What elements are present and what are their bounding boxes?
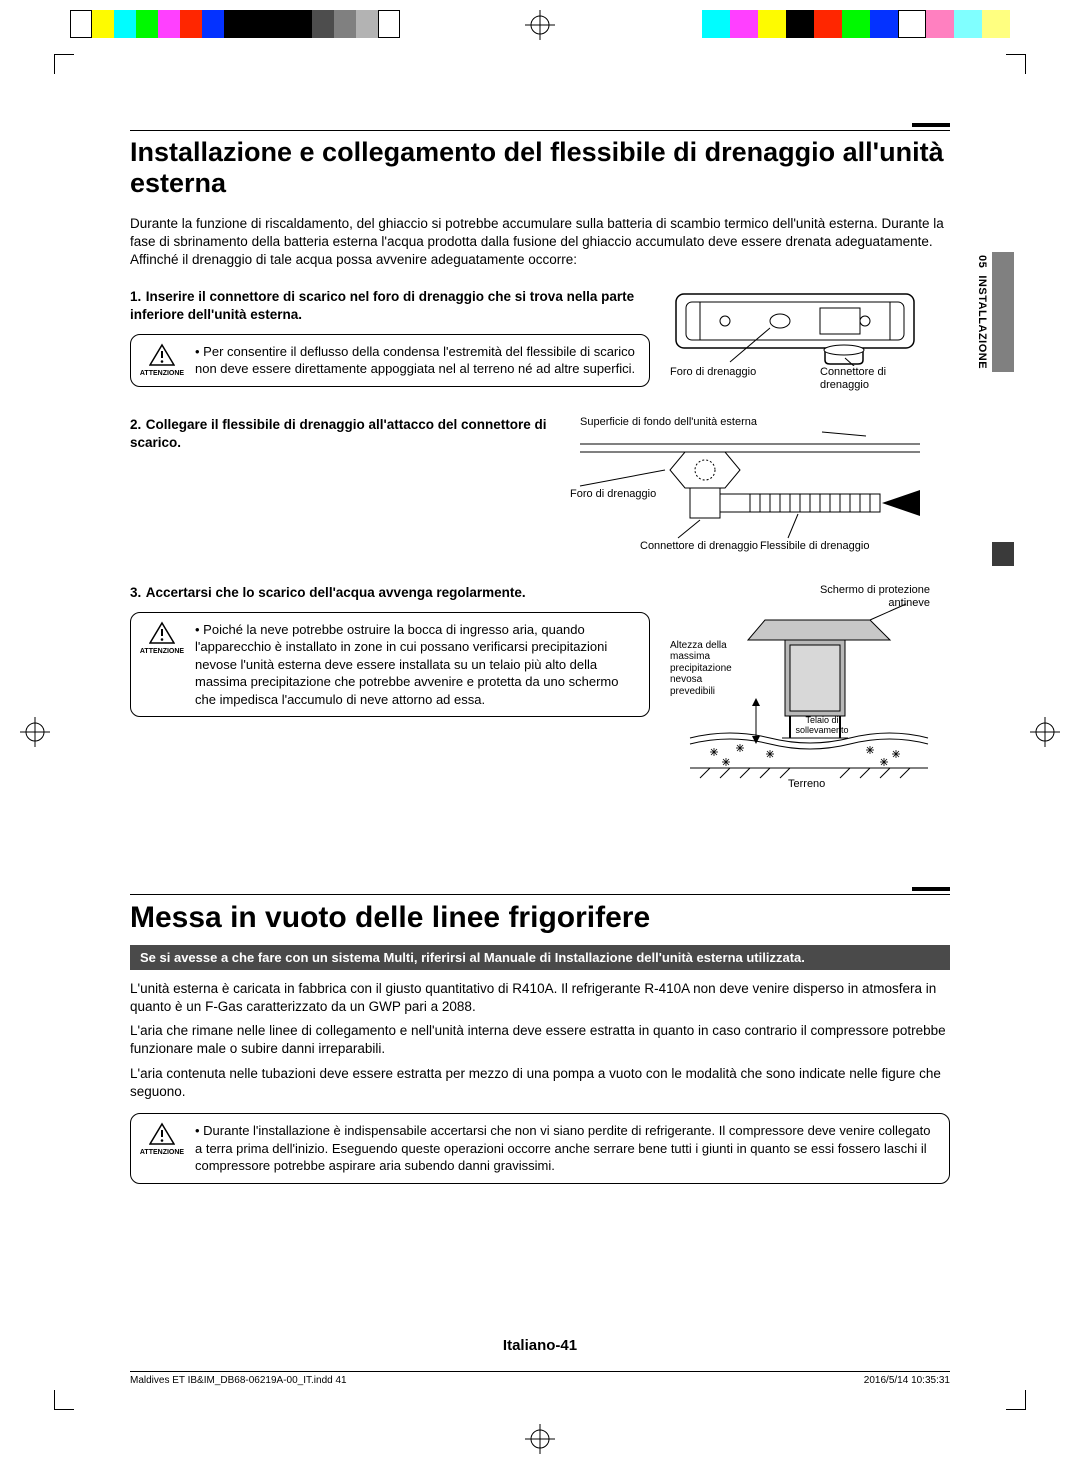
figure-snow-protection: Schermo di protezione antineve (670, 584, 930, 794)
side-tab-label: 05 INSTALLAZIONE (976, 252, 988, 372)
step-3: 3. Accertarsi che lo scarico dell'acqua … (130, 584, 950, 794)
caution-box: ATTENZIONE Durante l'installazione è ind… (130, 1113, 950, 1184)
figure-drain-hose: Superficie di fondo dell'unità esterna (570, 416, 930, 566)
registration-mark-icon (525, 1424, 555, 1454)
step-1: 1. Inserire il connettore di scarico nel… (130, 288, 950, 398)
body-text: L'aria che rimane nelle linee di collega… (130, 1022, 950, 1058)
print-footer: Maldives ET IB&IM_DB68-06219A-00_IT.indd… (130, 1371, 950, 1386)
section-2-note: Se si avesse a che fare con un sistema M… (130, 945, 950, 970)
section-2-title: Messa in vuoto delle linee frigorifere (130, 894, 950, 935)
body-text: L'aria contenuta nelle tubazioni deve es… (130, 1065, 950, 1101)
page-content: 05 INSTALLAZIONE Installazione e collega… (70, 70, 1010, 1394)
print-color-bar-left (70, 10, 400, 38)
caution-box: ATTENZIONE Poiché la neve potrebbe ostru… (130, 612, 650, 718)
footer-date: 2016/5/14 10:35:31 (864, 1375, 950, 1386)
section-1-title: Installazione e collegamento del flessib… (130, 130, 950, 199)
section-1-intro: Durante la funzione di riscaldamento, de… (130, 215, 950, 270)
body-text: L'unità esterna è caricata in fabbrica c… (130, 980, 950, 1016)
section-side-tab (992, 252, 1014, 632)
warning-icon (149, 343, 175, 367)
footer-file: Maldives ET IB&IM_DB68-06219A-00_IT.indd… (130, 1375, 347, 1386)
print-color-bar-right (702, 10, 1010, 38)
page-number: Italiano-41 (70, 1337, 1010, 1354)
warning-icon (149, 1122, 175, 1146)
figure-drain-connector: Foro di drenaggio Connettore di drenaggi… (670, 288, 920, 398)
warning-icon (149, 621, 175, 645)
registration-mark-icon (525, 10, 555, 40)
registration-mark-icon (20, 717, 50, 747)
registration-mark-icon (1030, 717, 1060, 747)
step-2: 2. Collegare il flessibile di drenaggio … (130, 416, 950, 566)
caution-box: ATTENZIONE Per consentire il deflusso de… (130, 334, 650, 387)
